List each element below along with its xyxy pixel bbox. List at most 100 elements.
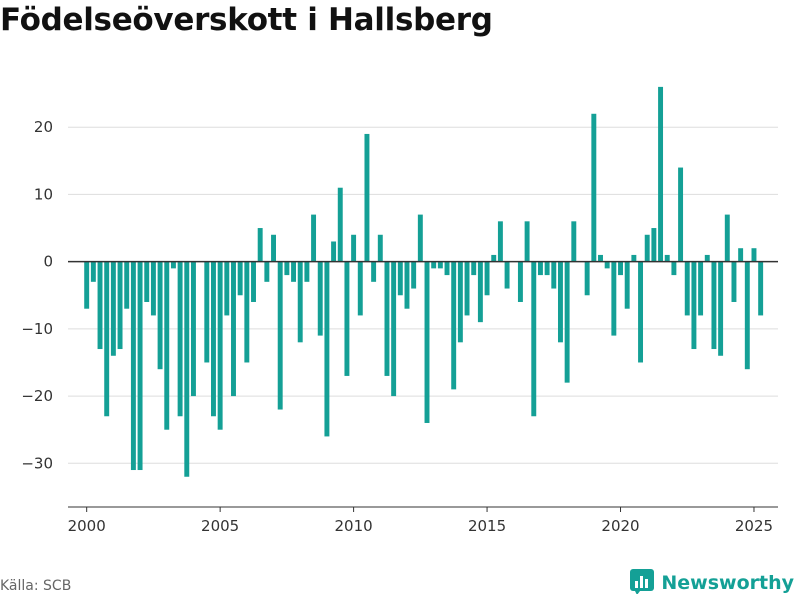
- bar: [257, 228, 263, 262]
- y-tick-label: −10: [21, 320, 53, 338]
- bar: [651, 228, 657, 262]
- bar: [471, 261, 477, 276]
- bar: [397, 261, 403, 296]
- x-tick-label: 2015: [468, 517, 506, 535]
- bar: [344, 261, 350, 376]
- bar: [224, 261, 230, 316]
- bar: [678, 167, 684, 262]
- y-tick-label: −20: [21, 387, 53, 405]
- bar: [431, 261, 437, 269]
- bar: [144, 261, 150, 302]
- bar: [758, 261, 764, 316]
- bar: [211, 261, 216, 417]
- bar: [90, 261, 96, 282]
- bar: [698, 261, 704, 316]
- bar: [738, 248, 744, 262]
- bar: [184, 261, 190, 477]
- bar: [744, 261, 750, 370]
- bar: [658, 86, 664, 262]
- bar: [164, 261, 170, 430]
- bar: [618, 261, 623, 276]
- bar: [104, 261, 110, 417]
- bar: [611, 261, 617, 336]
- bar: [497, 221, 503, 262]
- bar: [551, 261, 557, 289]
- bar: [231, 261, 236, 397]
- bar: [244, 261, 250, 363]
- bar: [691, 261, 697, 350]
- bar: [631, 254, 637, 262]
- bar: [391, 261, 397, 397]
- bar: [537, 261, 543, 276]
- bar: [437, 261, 443, 269]
- bar: [384, 261, 390, 376]
- bar: [137, 261, 143, 471]
- bar: [177, 261, 183, 417]
- bar: [337, 187, 343, 262]
- bar: [718, 261, 724, 356]
- bar: [624, 261, 630, 309]
- bar: [251, 261, 256, 302]
- bar: [404, 261, 410, 309]
- bar: [324, 261, 330, 437]
- bar: [451, 261, 457, 390]
- bar: [598, 254, 603, 262]
- brand-name: Newsworthy: [661, 572, 794, 594]
- bar: [271, 234, 276, 262]
- bar: [644, 234, 650, 262]
- bar: [477, 261, 483, 323]
- bar: [237, 261, 243, 296]
- bar: [584, 261, 590, 296]
- bar: [291, 261, 297, 282]
- gridlines: [68, 126, 778, 464]
- bar: [204, 261, 210, 363]
- bar: [557, 261, 563, 343]
- bar: [97, 261, 103, 350]
- y-tick-label: −30: [21, 454, 53, 472]
- bar: [304, 261, 310, 282]
- bar: [517, 261, 523, 302]
- bar: [351, 234, 357, 262]
- x-tick-label: 2025: [735, 517, 773, 535]
- bar: [371, 261, 377, 282]
- bar: [504, 261, 510, 289]
- bar: [364, 133, 370, 262]
- bar: [277, 261, 283, 410]
- bar: [217, 261, 223, 430]
- bar: [571, 221, 577, 262]
- bar: [190, 261, 196, 397]
- y-tick-label: 20: [34, 118, 53, 136]
- bar: [724, 214, 730, 262]
- bar: [424, 261, 430, 423]
- y-tick-label: 0: [43, 253, 53, 271]
- bars: [84, 86, 764, 477]
- bar: [84, 261, 90, 309]
- brand[interactable]: Newsworthy: [629, 568, 794, 598]
- bar: [684, 261, 690, 316]
- y-tick-label: 10: [34, 185, 53, 203]
- bar: [704, 254, 710, 262]
- bar: [377, 234, 383, 262]
- bar: [264, 261, 270, 282]
- bar: [464, 261, 470, 316]
- bar: [117, 261, 123, 350]
- bar: [284, 261, 290, 276]
- bar: [751, 248, 757, 262]
- bar: [524, 221, 530, 262]
- bar: [664, 254, 670, 262]
- bar: [357, 261, 363, 316]
- x-tick-label: 2000: [68, 517, 106, 535]
- bar: [544, 261, 550, 276]
- bar: [297, 261, 303, 343]
- newsworthy-logo-icon: [629, 568, 655, 598]
- bar: [317, 261, 323, 336]
- bar: [170, 261, 176, 269]
- bar: [411, 261, 417, 289]
- bar: [124, 261, 130, 309]
- bar: [110, 261, 116, 356]
- x-tick-label: 2020: [601, 517, 639, 535]
- tick-labels: −30 −20 −10 0 10 20 2000 2005 2010 2015 2020 2025: [21, 118, 773, 535]
- bar: [417, 214, 423, 262]
- bar: [444, 261, 450, 276]
